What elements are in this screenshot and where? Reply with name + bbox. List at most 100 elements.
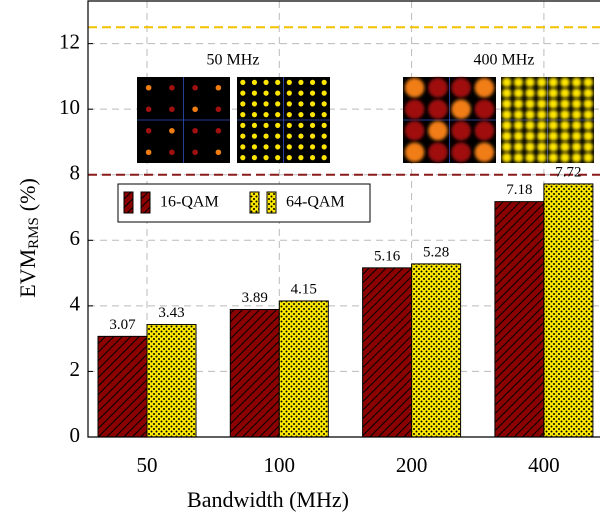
constellation-point: [240, 112, 245, 117]
constellation-point: [240, 144, 245, 149]
constellation-point: [298, 91, 303, 96]
constellation-point: [428, 78, 448, 98]
constellation-point: [275, 80, 280, 85]
constellation-point: [525, 142, 535, 152]
constellation-point: [263, 123, 268, 128]
constellation-point: [572, 120, 582, 130]
constellation-point: [287, 80, 292, 85]
y-axis-label: EVMRMS (%): [15, 178, 42, 298]
constellation-point: [572, 110, 582, 120]
constellation-point: [287, 144, 292, 149]
constellation-point: [287, 123, 292, 128]
constellation-point: [572, 142, 582, 152]
constellation-point: [146, 149, 152, 155]
constellation-point: [475, 78, 495, 98]
constellation-point: [169, 149, 175, 155]
constellation-point: [298, 144, 303, 149]
constellation-point: [502, 131, 512, 141]
data-label: 7.18: [506, 182, 532, 198]
y-tick-label: 0: [70, 423, 81, 447]
constellation-point: [537, 131, 547, 141]
constellation-inset: [137, 77, 230, 163]
constellation-point: [583, 120, 593, 130]
y-label-main: EVM: [15, 249, 40, 298]
constellation-point: [240, 134, 245, 139]
constellation-point: [216, 128, 222, 134]
data-label: 3.07: [109, 317, 136, 333]
constellation-point: [548, 120, 558, 130]
constellation-point: [192, 106, 198, 112]
constellation-inset: [501, 77, 594, 163]
constellation-point: [275, 123, 280, 128]
constellation-point: [548, 77, 558, 87]
constellation-point: [298, 80, 303, 85]
constellation-point: [252, 91, 257, 96]
x-tick-label: 50: [137, 453, 158, 477]
x-axis-label: Bandwidth (MHz): [187, 487, 349, 512]
y-label-unit: (%): [15, 178, 40, 211]
bar: [230, 309, 279, 437]
constellation-point: [287, 91, 292, 96]
constellation-point: [514, 120, 524, 130]
constellation-point: [298, 155, 303, 160]
constellation-point: [287, 155, 292, 160]
constellation-inset: [403, 77, 496, 163]
constellation-point: [298, 112, 303, 117]
constellation-point: [192, 128, 198, 134]
y-tick-label: 8: [70, 161, 81, 185]
constellation-point: [502, 120, 512, 130]
constellation-point: [525, 153, 535, 163]
constellation-point: [514, 142, 524, 152]
constellation-point: [252, 101, 257, 106]
constellation-point: [560, 77, 570, 87]
y-tick-label: 4: [70, 292, 81, 316]
data-label: 3.89: [242, 290, 268, 306]
constellation-point: [451, 142, 471, 162]
constellation-point: [583, 131, 593, 141]
constellation-point: [451, 99, 471, 119]
constellation-point: [322, 101, 327, 106]
constellation-point: [252, 155, 257, 160]
constellation-point: [475, 121, 495, 141]
legend: 16-QAM64-QAM: [118, 184, 370, 222]
constellation-point: [405, 121, 425, 141]
constellation-point: [572, 153, 582, 163]
constellation-point: [514, 131, 524, 141]
constellation-point: [263, 112, 268, 117]
constellation-point: [583, 77, 593, 87]
constellation-point: [537, 153, 547, 163]
constellation-point: [322, 80, 327, 85]
constellation-point: [263, 155, 268, 160]
constellation-point: [560, 110, 570, 120]
constellation-point: [275, 144, 280, 149]
constellation-point: [252, 112, 257, 117]
constellation-point: [287, 112, 292, 117]
constellation-point: [322, 134, 327, 139]
constellation-point: [287, 134, 292, 139]
x-tick-label: 400: [528, 453, 560, 477]
constellation-point: [502, 88, 512, 98]
constellation-point: [252, 123, 257, 128]
constellation-point: [583, 153, 593, 163]
y-label-sub: RMS: [26, 217, 42, 249]
x-tick-label: 200: [396, 453, 428, 477]
constellation-point: [252, 144, 257, 149]
constellation-point: [405, 78, 425, 98]
constellation-point: [263, 80, 268, 85]
constellation-point: [572, 131, 582, 141]
constellation-point: [322, 123, 327, 128]
constellation-point: [502, 77, 512, 87]
constellation-point: [548, 142, 558, 152]
constellation-point: [252, 134, 257, 139]
constellation-point: [502, 99, 512, 109]
constellation-point: [240, 101, 245, 106]
bar: [363, 268, 412, 437]
y-tick-label: 2: [70, 357, 81, 381]
constellation-point: [275, 134, 280, 139]
constellation-point: [583, 88, 593, 98]
constellation-point: [192, 149, 198, 155]
constellation-point: [310, 155, 315, 160]
constellation-point: [216, 106, 222, 112]
constellation-point: [502, 142, 512, 152]
legend-swatch: [267, 192, 276, 213]
